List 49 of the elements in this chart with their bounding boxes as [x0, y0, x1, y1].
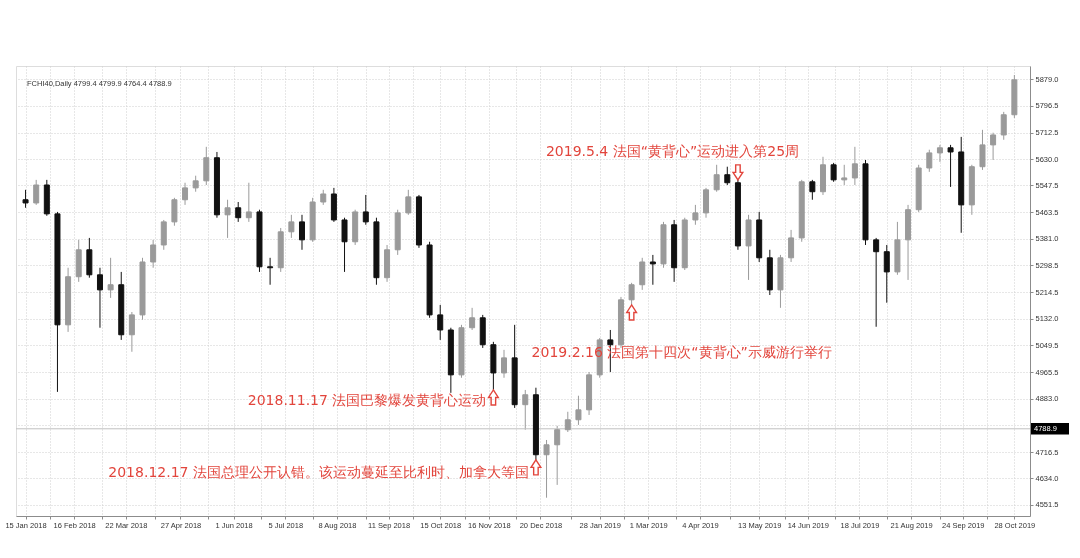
candlestick: [33, 179, 40, 206]
candlestick: [182, 182, 189, 206]
candlestick: [724, 166, 731, 186]
candlestick: [288, 214, 295, 239]
candlestick: [809, 179, 816, 201]
candlestick: [501, 349, 508, 379]
candlestick: [224, 199, 231, 239]
annotation: 2019.5.4 法国“黄背心”运动进入第25周: [545, 142, 800, 159]
candlestick: [713, 164, 720, 193]
annotation: 2018.11.17 法国巴黎爆发黄背心运动: [247, 391, 487, 408]
candlestick: [96, 267, 103, 329]
candlestick: [649, 254, 656, 286]
candlestick: [543, 439, 550, 499]
candlestick: [150, 239, 157, 269]
candlestick: [628, 282, 635, 306]
candlestick: [299, 214, 305, 251]
candlestick: [979, 129, 986, 171]
candlestick: [362, 194, 369, 226]
candlestick: [522, 389, 529, 431]
candlestick: [267, 257, 274, 286]
candlestick: [107, 257, 114, 299]
annotation: 2018.12.17 法国总理公开认错。该运动蔓延至比利时、加拿大等国: [108, 463, 529, 480]
candlestick: [203, 146, 210, 186]
candlestick: [788, 229, 795, 263]
candlestick: [235, 201, 242, 223]
candlestick: [575, 395, 582, 426]
candlestick: [1000, 111, 1007, 141]
candlestick: [926, 149, 933, 173]
candlestick: [841, 164, 848, 186]
candlestick: [437, 304, 444, 341]
candlestick: [171, 197, 178, 227]
candlestick: [405, 189, 412, 216]
candlestick: [564, 411, 571, 433]
candlestick: [160, 219, 167, 251]
candlestick: [554, 425, 561, 486]
candlestick: [639, 257, 646, 291]
candlestick: [883, 244, 890, 304]
candlestick: [128, 311, 135, 353]
candlestick: [341, 217, 348, 273]
candlestick: [947, 144, 954, 188]
candlestick: [990, 132, 997, 161]
candlestick: [936, 144, 943, 163]
candlestick: [851, 146, 858, 186]
candlestick: [692, 204, 699, 226]
candlestick: [873, 237, 880, 328]
candlestick: [830, 162, 837, 183]
candlestick: [245, 182, 252, 223]
candlestick: [469, 307, 476, 331]
candlestick: [703, 187, 710, 219]
